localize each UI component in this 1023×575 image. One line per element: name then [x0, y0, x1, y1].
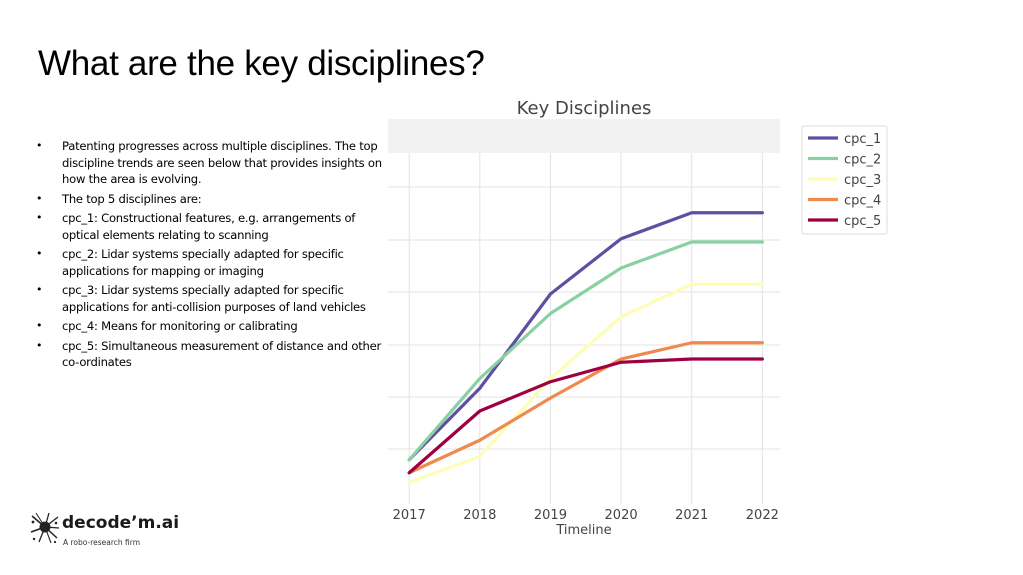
- bullet-text: cpc_4: Means for monitoring or calibrati…: [62, 319, 298, 333]
- legend-label: cpc_5: [844, 214, 881, 229]
- splatter-icon: [30, 512, 60, 544]
- x-tick-label: 2019: [534, 508, 567, 523]
- bullet-item: • cpc_5: Simultaneous measurement of dist…: [36, 338, 385, 371]
- bullet-item: • cpc_3: Lidar systems specially adapted …: [36, 282, 385, 315]
- bullet-dot-icon: •: [36, 139, 43, 152]
- title-band: [388, 119, 780, 153]
- slide-title: What are the key disciplines?: [38, 44, 485, 83]
- x-axis-label: Timeline: [555, 523, 611, 538]
- bullet-text: cpc_5: Simultaneous measurement of dista…: [62, 338, 381, 370]
- series-line-cpc-5: [407, 357, 764, 475]
- bullet-item: • cpc_2: Lidar systems specially adapted …: [36, 246, 385, 279]
- bullet-item: • cpc_4: Means for monitoring or calibrat…: [36, 318, 385, 335]
- x-tick-label: 2018: [463, 508, 496, 523]
- bullet-item: • cpc_1: Constructional features, e.g. ar…: [36, 210, 385, 243]
- x-tick-label: 2017: [393, 508, 426, 523]
- legend-label: cpc_3: [844, 173, 881, 188]
- legend-label: cpc_4: [844, 194, 881, 209]
- bullet-dot-icon: •: [36, 247, 43, 260]
- bullet-text: cpc_2: Lidar systems specially adapted f…: [62, 247, 344, 278]
- series-line-cpc-2: [407, 240, 764, 462]
- logo-tagline: A robo-research firm: [63, 538, 141, 547]
- bullet-item: • Patenting progresses across multiple di…: [36, 138, 385, 188]
- legend-label: cpc_1: [844, 132, 881, 147]
- bullet-text: cpc_1: Constructional features, e.g. arr…: [62, 211, 356, 242]
- series-line-cpc-4: [407, 341, 764, 475]
- bullet-list: • Patenting progresses across multiple di…: [36, 138, 385, 374]
- bullet-text: cpc_3: Lidar systems specially adapted f…: [62, 283, 366, 314]
- x-tick-label: 2020: [605, 508, 638, 523]
- bullet-text: The top 5 disciplines are:: [62, 191, 202, 206]
- bullet-text: Patenting progresses across multiple dis…: [62, 139, 382, 186]
- x-tick-label: 2022: [746, 508, 779, 523]
- key-disciplines-chart: Key Disciplines 2017 2018 2019 2020 2021 2022 T…: [388, 98, 888, 538]
- chart-title: Key Disciplines: [517, 98, 652, 119]
- bullet-item: • The top 5 disciplines are:: [36, 191, 385, 208]
- series-line-cpc-1: [407, 211, 764, 462]
- logo-name: decode’m.ai: [62, 513, 180, 533]
- x-tick-label: 2021: [675, 508, 708, 523]
- bullet-dot-icon: •: [36, 283, 43, 296]
- legend-label: cpc_2: [844, 153, 881, 168]
- series-line-cpc-3: [407, 282, 764, 485]
- legend-box: [801, 125, 888, 235]
- bullet-dot-icon: •: [36, 211, 43, 224]
- bullet-dot-icon: •: [36, 191, 43, 205]
- bullet-dot-icon: •: [36, 338, 43, 352]
- bullet-dot-icon: •: [36, 319, 43, 332]
- company-logo: decode’m.ai A robo-research firm: [30, 510, 180, 552]
